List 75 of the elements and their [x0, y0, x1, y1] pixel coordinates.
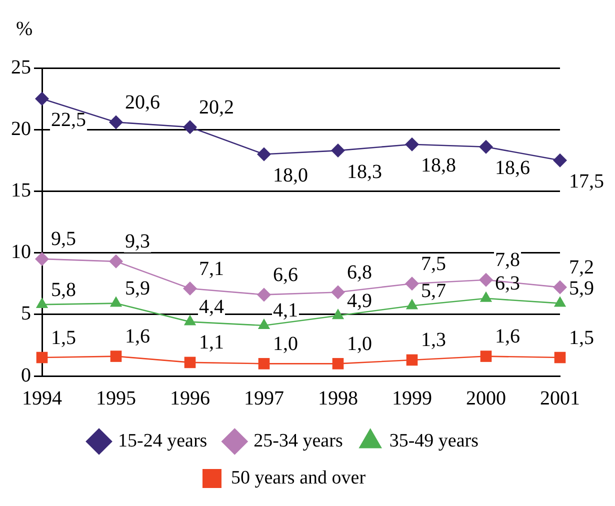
y-tick-label: 20: [11, 118, 31, 140]
point: [405, 137, 419, 152]
data-label: 18,8: [421, 154, 456, 177]
x-tick-label: 1994: [22, 387, 62, 410]
x-tick-label: 1997: [244, 387, 284, 410]
point: [110, 350, 122, 362]
data-label: 1,0: [273, 332, 298, 355]
legend-label: 50 years and over: [230, 467, 366, 488]
point: [36, 352, 48, 364]
data-label: 1,1: [199, 332, 224, 354]
data-label: 6,8: [347, 261, 372, 284]
point: [35, 92, 49, 106]
data-label: 5,9: [569, 278, 594, 300]
data-label: 4,4: [199, 296, 224, 318]
point: [36, 298, 48, 308]
x-tick-label: 1995: [96, 387, 136, 410]
point: [109, 115, 123, 130]
point: [258, 358, 270, 370]
y-tick-label: 25: [11, 56, 31, 78]
point: [553, 153, 567, 168]
data-label: 4,1: [273, 300, 298, 322]
point: [332, 358, 344, 370]
data-label: 5,9: [125, 278, 150, 300]
data-label: 1,0: [347, 332, 372, 355]
y-tick-label: 15: [11, 179, 31, 202]
data-label: 17,5: [569, 170, 604, 193]
data-label: 5,8: [51, 278, 76, 301]
point: [331, 285, 345, 300]
data-label: 1,3: [421, 329, 446, 352]
data-label: 7,1: [199, 258, 224, 280]
point: [184, 356, 196, 368]
x-tick-label: 2001: [540, 387, 580, 410]
x-tick-label: 1996: [170, 387, 210, 410]
y-tick-label: 10: [11, 241, 31, 264]
y-axis-title: %: [16, 18, 33, 41]
x-tick-label: 1999: [392, 387, 432, 410]
data-label: 9,3: [125, 230, 150, 253]
point: [479, 140, 493, 154]
legend-label: 25-34 years: [254, 430, 343, 452]
point: [331, 144, 345, 158]
data-label: 7,8: [495, 249, 520, 272]
data-label: 5,7: [421, 280, 446, 302]
data-label: 7,2: [569, 256, 594, 279]
data-label: 22,5: [51, 109, 86, 132]
point: [479, 272, 493, 287]
point: [406, 354, 418, 366]
data-label: 1,5: [569, 326, 594, 349]
y-tick-label: 5: [21, 302, 31, 325]
data-label: 9,5: [51, 228, 76, 250]
x-tick-label: 1998: [318, 387, 358, 410]
data-label: 7,5: [421, 252, 446, 275]
data-label: 1,6: [125, 326, 150, 348]
data-label: 18,3: [347, 160, 382, 183]
data-label: 20,2: [199, 96, 234, 118]
data-label: 18,0: [273, 164, 308, 186]
point: [480, 350, 492, 362]
point: [553, 280, 567, 294]
point: [554, 352, 566, 364]
point: [183, 282, 197, 296]
point: [405, 276, 419, 291]
data-label: 18,6: [495, 157, 530, 180]
point: [109, 254, 123, 268]
point: [183, 120, 197, 134]
data-label: 4,9: [347, 290, 372, 312]
legend-label: 15-24 years: [118, 430, 208, 452]
point: [257, 288, 271, 302]
data-label: 6,6: [273, 264, 298, 286]
point: [257, 147, 271, 162]
data-label: 1,6: [495, 326, 520, 348]
data-label: 1,5: [51, 326, 76, 349]
y-tick-label: 0: [21, 364, 31, 386]
data-label: 6,3: [495, 272, 520, 295]
x-tick-label: 2000: [466, 387, 506, 410]
data-label: 20,6: [125, 91, 160, 114]
legend-label: 35-49 years: [389, 430, 479, 452]
